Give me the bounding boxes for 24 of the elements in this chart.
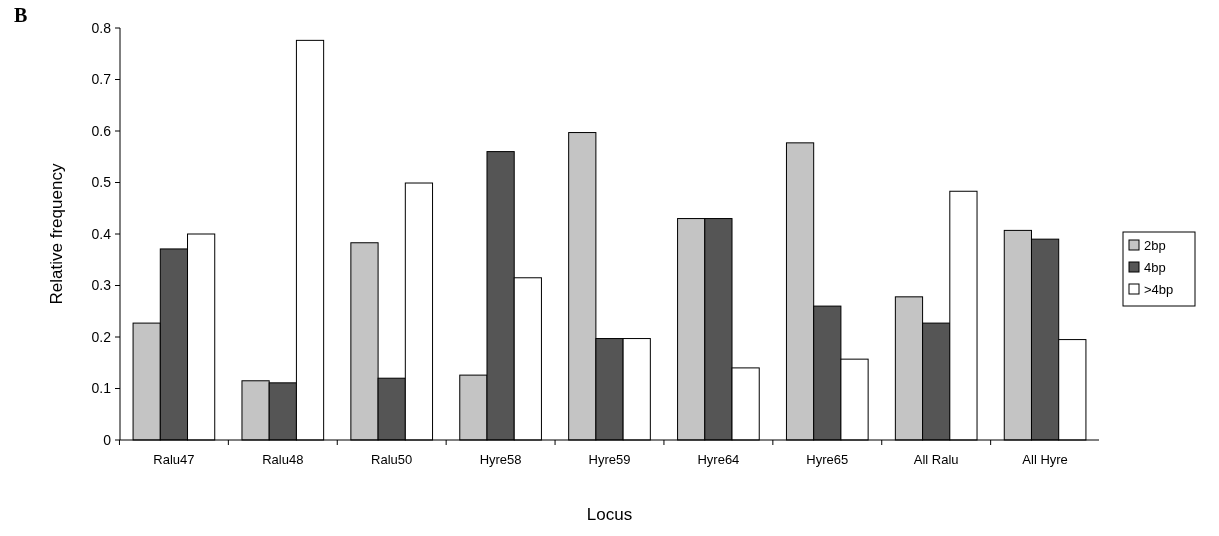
legend-label: 2bp [1144, 237, 1166, 253]
x-tick-label: Ralu48 [262, 452, 304, 467]
x-axis-title: Locus [586, 505, 633, 524]
y-axis-title: Relative frequency [47, 163, 66, 305]
y-tick-label: 0.6 [91, 122, 112, 139]
x-tick-label: Hyre59 [588, 452, 631, 467]
text: B [14, 4, 28, 26]
y-tick-label: 0.1 [91, 380, 112, 397]
x-tick-label: Ralu47 [153, 452, 195, 467]
x-tick-label: Hyre65 [806, 452, 849, 467]
y-tick-label: 0.4 [91, 225, 112, 242]
y-tick-label: 0.2 [91, 328, 112, 345]
x-tick-label: All Ralu [913, 452, 959, 467]
y-tick-label: 0.8 [91, 19, 112, 36]
y-tick-label: 0.7 [91, 71, 112, 88]
x-tick-label: Hyre64 [697, 452, 740, 467]
y-tick-label: 0.5 [91, 174, 112, 191]
x-tick-label: Ralu50 [371, 452, 413, 467]
legend-label: >4bp [1144, 281, 1174, 297]
legend-label: 4bp [1144, 259, 1166, 275]
x-tick-label: Hyre58 [479, 452, 522, 467]
x-tick-label: All Hyre [1022, 452, 1068, 467]
y-tick-label: 0.3 [91, 277, 112, 294]
y-tick-label: 0 [103, 431, 112, 448]
